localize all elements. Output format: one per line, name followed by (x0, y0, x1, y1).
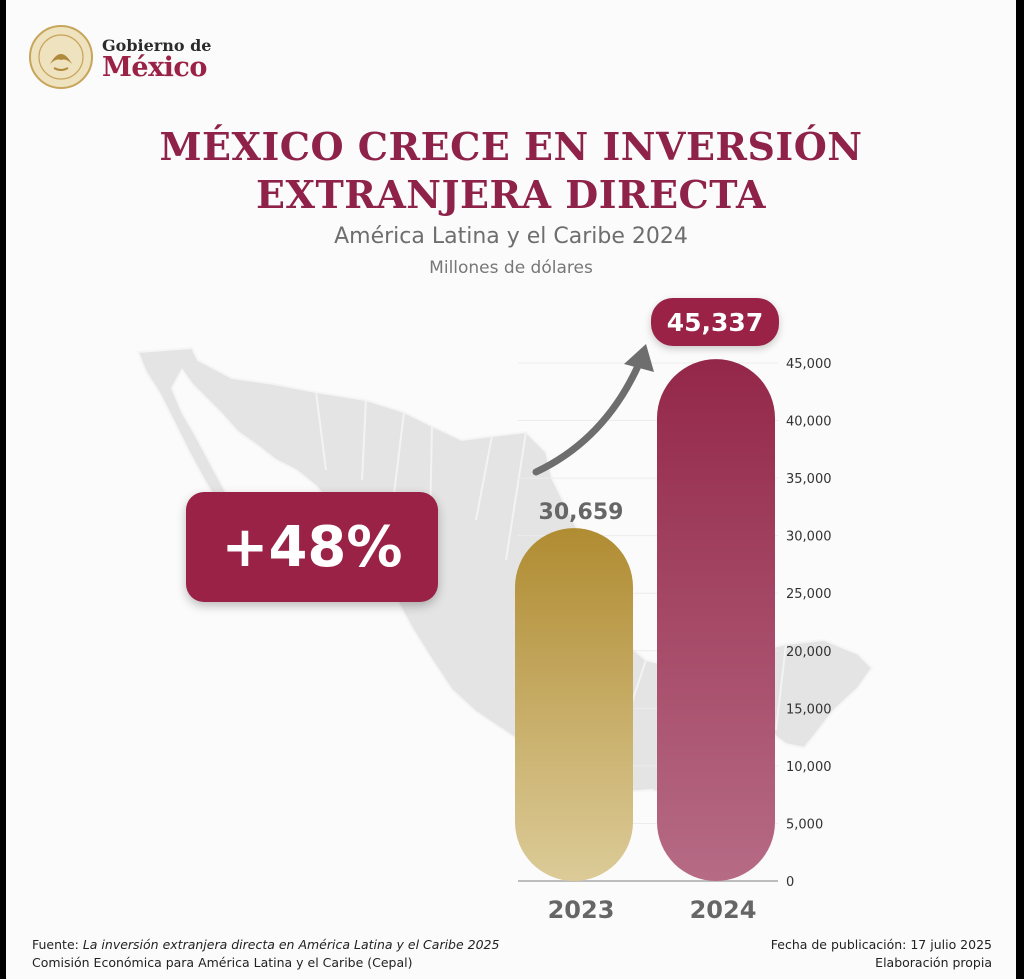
subtitle: América Latina y el Caribe 2024 (334, 224, 688, 249)
unit-label: Millones de dólares (429, 258, 593, 278)
y-tick-label: 25,000 (786, 587, 832, 602)
footer-publication-date: Fecha de publicación: 17 julio 2025 (770, 937, 992, 952)
y-tick-label: 35,000 (786, 472, 832, 487)
title-line-2: EXTRANJERA DIRECTA (256, 172, 766, 217)
footer-source-title: La inversión extranjera directa en Améri… (82, 937, 500, 952)
bar-2024 (657, 359, 775, 882)
bar-2023 (515, 528, 633, 881)
y-tick-label: 0 (786, 875, 794, 890)
y-tick-label: 15,000 (786, 702, 832, 717)
logo-line-2: México (102, 52, 207, 83)
logo-line-1: Gobierno de (102, 36, 212, 55)
growth-arrow (532, 362, 642, 476)
x-tick-label: 2024 (689, 896, 757, 924)
infographic-card: Gobierno de México MÉXICO CRECE EN INVER… (6, 0, 1016, 979)
y-tick-label: 10,000 (786, 760, 832, 775)
title-line-1: MÉXICO CRECE EN INVERSIÓN (159, 124, 863, 169)
value-2024-badge: 45,337 (651, 298, 779, 346)
footer-source: Fuente: La inversión extranjera directa … (32, 937, 499, 952)
growth-arrowhead (624, 344, 654, 372)
y-tick-label: 40,000 (786, 415, 832, 430)
bar-chart: 0 5,000 10,000 15,000 20,000 25,000 30,000 35,0… (515, 344, 832, 890)
growth-percent-badge: +48% (186, 492, 438, 602)
y-tick-label: 20,000 (786, 645, 832, 660)
y-tick-label: 45,000 (786, 357, 832, 372)
x-tick-label: 2023 (547, 896, 615, 924)
y-tick-label: 5,000 (786, 817, 823, 832)
y-tick-label: 30,000 (786, 530, 832, 545)
footer-elaboration: Elaboración propia (875, 955, 992, 970)
value-2023-label: 30,659 (538, 500, 624, 525)
coat-of-arms-seal (28, 24, 94, 90)
footer-organization: Comisión Económica para América Latina y… (32, 955, 413, 970)
footer-source-prefix: Fuente: (32, 937, 83, 952)
